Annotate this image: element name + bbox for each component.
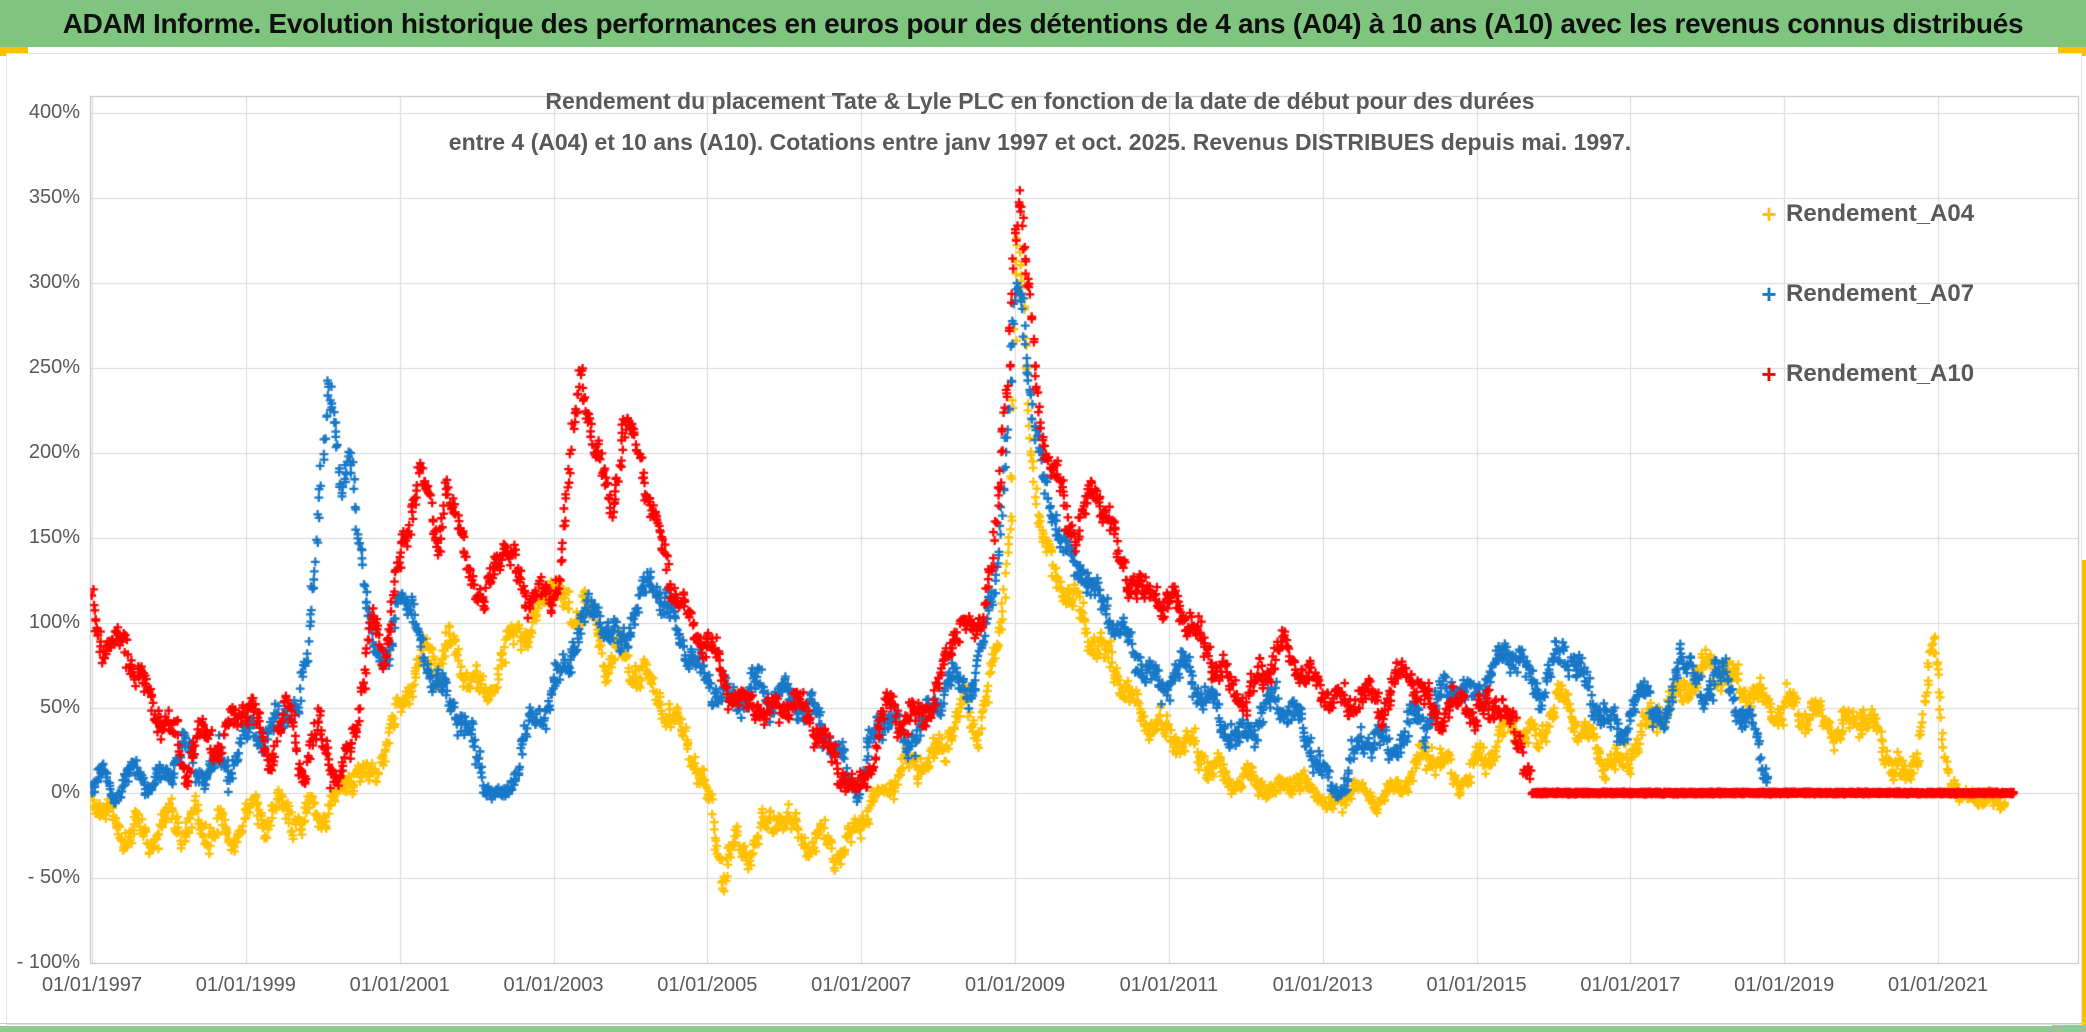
x-tick-label: 01/01/2019 <box>1734 974 1835 996</box>
x-tick-label: 01/01/2011 <box>1119 974 1219 996</box>
y-tick-label: 100% <box>28 611 80 633</box>
y-tick-label: - 100% <box>16 951 80 973</box>
x-tick-label: 01/01/2015 <box>1426 974 1527 996</box>
y-tick-label: 0% <box>51 781 80 803</box>
x-tick-label: 01/01/2007 <box>811 974 912 996</box>
x-tick-label: 01/01/2021 <box>1888 974 1989 996</box>
x-tick-label: 01/01/2009 <box>964 974 1066 996</box>
legend-plus-marker-icon: + <box>1761 199 1777 229</box>
legend-item-rendement_a10[interactable]: + Rendement_A10 <box>1752 360 1974 388</box>
y-tick-label: 50% <box>39 696 80 718</box>
legend-plus-marker-icon: + <box>1761 279 1777 309</box>
chart-title-line2: entre 4 (A04) et 10 ans (A10). Cotations… <box>448 129 1632 155</box>
bottom-divider <box>0 1023 2086 1024</box>
y-tick-label: 350% <box>28 186 80 208</box>
x-tick-label: 01/01/2005 <box>657 974 758 996</box>
y-tick-label: 300% <box>28 271 80 293</box>
x-tick-label: 01/01/2017 <box>1580 974 1681 996</box>
y-tick-label: 250% <box>28 356 80 378</box>
x-tick-label: 01/01/2001 <box>349 974 450 996</box>
y-tick-label: 150% <box>28 526 80 548</box>
y-tick-label: - 50% <box>27 866 80 888</box>
x-tick-label: 01/01/1997 <box>41 974 143 996</box>
x-tick-label: 01/01/1999 <box>195 974 296 996</box>
x-tick-label: 01/01/2013 <box>1272 974 1373 996</box>
y-tick-label: 400% <box>28 101 80 123</box>
chart-title-line1: Rendement du placement Tate & Lyle PLC e… <box>545 88 1535 114</box>
legend-label: Rendement_A04 <box>1786 200 1975 227</box>
legend-plus-marker-icon: + <box>1761 359 1777 389</box>
x-tick-label: 01/01/2003 <box>503 974 604 996</box>
bottom-green-strip <box>0 1026 2086 1032</box>
legend-label: Rendement_A07 <box>1786 280 1975 307</box>
legend-item-rendement_a07[interactable]: + Rendement_A07 <box>1752 280 1974 308</box>
y-tick-label: 200% <box>28 441 80 463</box>
legend-label: Rendement_A10 <box>1786 360 1975 387</box>
legend-item-rendement_a04[interactable]: + Rendement_A04 <box>1752 200 1974 228</box>
